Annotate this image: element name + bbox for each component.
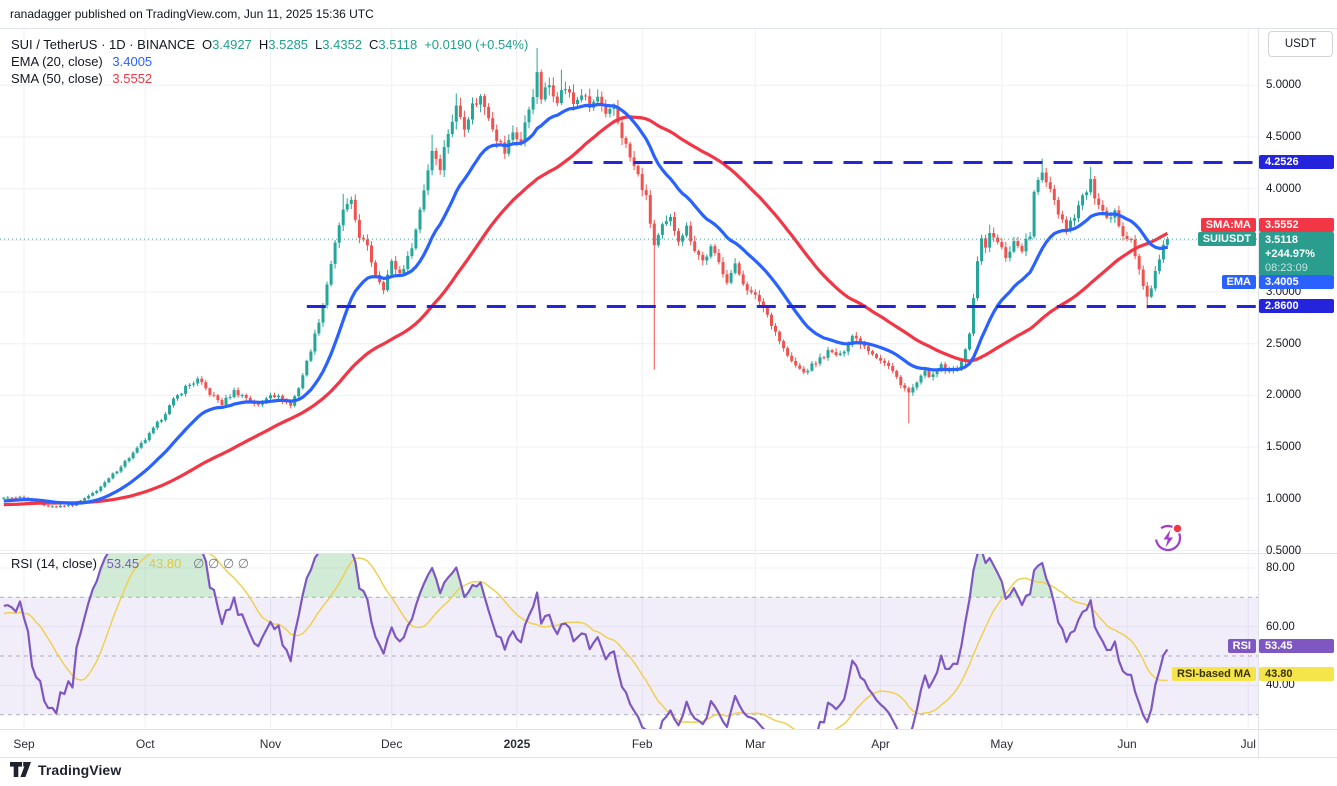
support-level-badge: 2.8600 [1259,299,1334,314]
attribution-text: ranadagger published on TradingView.com,… [10,7,374,21]
change-value: +0.0190 (+0.54%) [424,37,529,52]
sma-label-badge: SMA:MA [1200,218,1256,233]
resistance-level-badge: 4.2526 [1259,155,1334,170]
sma-legend-row[interactable]: SMA (50, close) 3.5552 [11,70,528,87]
symbol-price-badge: 3.5118 +244.97% 08:23:09 [1259,232,1334,277]
time-axis-label: Mar [744,737,766,751]
open-label: O [201,37,213,52]
boost-icon[interactable] [1151,521,1184,554]
ema-label-badge: EMA [1221,275,1256,290]
rsi-value: 53.45 [106,556,140,571]
currency-unit-button[interactable]: USDT [1268,31,1333,57]
rsi-legend-row[interactable]: RSI (14, close) 53.45 43.80 ∅ ∅ ∅ ∅ [11,556,249,572]
sma-value-badge: 3.5552 [1259,218,1334,233]
price-tick-label: 5.0000 [1266,79,1302,92]
ema-value-badge: 3.4005 [1259,275,1334,290]
rsi-value-badge: 53.45 [1259,638,1334,653]
rsi-ma-value-badge: 43.80 [1259,667,1334,682]
pane-separator[interactable] [0,553,1337,554]
symbol-legend-row[interactable]: SUI / TetherUS · 1D · BINANCE O3.4927 H3.5… [11,36,528,53]
rsi-pane[interactable] [0,550,1258,729]
time-axis-top-border [0,729,1337,730]
time-axis-label: Feb [631,737,653,751]
time-axis-label: Dec [381,737,403,751]
widget-top-border [0,28,1337,29]
ema-value: 3.4005 [112,54,153,69]
horizontal-level-lines[interactable] [0,161,1258,308]
chart-legend[interactable]: SUI / TetherUS · 1D · BINANCE O3.4927 H3.5… [11,36,528,87]
ema-legend-row[interactable]: EMA (20, close) 3.4005 [11,53,528,70]
price-tick-label: 4.0000 [1266,182,1302,195]
price-tick-label: 2.0000 [1266,389,1302,402]
time-axis-label: Jul [1240,737,1256,751]
candlestick-series[interactable] [2,48,1169,508]
high-value: 3.5285 [268,37,309,52]
time-axis-label: May [990,737,1014,751]
time-axis-label: Apr [871,737,890,751]
time-axis-label: Nov [259,737,282,751]
tradingview-branding[interactable]: TradingView [10,762,121,778]
rsi-empty-values: ∅ ∅ ∅ ∅ [192,556,250,571]
rsi-ma-value: 43.80 [148,556,182,571]
rsi-label: RSI (14, close) [11,556,97,571]
widget-bottom-border [0,757,1337,758]
time-axis-label: Sep [13,737,35,751]
symbol-label-badge: SUIUSDT [1197,232,1256,247]
sma-value: 3.5552 [112,71,153,86]
low-value: 3.4352 [322,37,363,52]
ema-label: EMA (20, close) [11,54,103,69]
rsi-tick-label: 40.00 [1266,679,1295,692]
sma-label: SMA (50, close) [11,71,103,86]
rsi-tick-label: 60.00 [1266,620,1295,633]
time-axis-label: Jun [1117,737,1137,751]
price-tick-label: 2.5000 [1266,337,1302,350]
close-value: 3.5118 [378,37,418,52]
rsi-tick-label: 80.00 [1266,562,1295,574]
symbol-title: SUI / TetherUS · 1D · BINANCE [11,37,195,52]
rsi-label-badge: RSI [1227,638,1256,653]
chart-plot-area[interactable] [0,28,1258,729]
price-axis-border [1258,28,1259,757]
price-tick-label: 1.5000 [1266,441,1302,454]
tradingview-logo-text: TradingView [38,762,122,778]
time-axis-label: 2025 [503,737,531,751]
close-label: C [369,37,379,52]
open-value: 3.4927 [212,37,252,52]
rsi-ma-label-badge: RSI-based MA [1172,667,1256,682]
high-label: H [258,37,269,52]
price-tick-label: 1.0000 [1266,492,1302,505]
tradingview-logo-icon [10,762,31,777]
time-axis-label: Oct [135,737,155,751]
price-tick-label: 4.5000 [1266,130,1302,143]
low-label: L [315,37,323,52]
price-tick-label: 0.5000 [1266,544,1302,557]
